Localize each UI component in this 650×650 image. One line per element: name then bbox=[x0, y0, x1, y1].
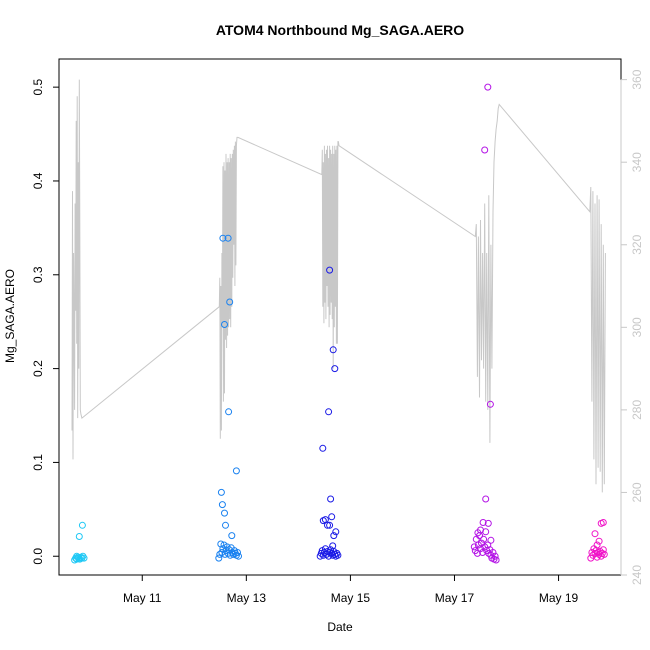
right-axis-trace-layer bbox=[71, 79, 606, 493]
data-point bbox=[221, 550, 229, 558]
data-point bbox=[487, 536, 495, 544]
data-point bbox=[600, 550, 608, 558]
data-point bbox=[484, 83, 492, 91]
y-tick-label: 0.1 bbox=[31, 454, 45, 471]
data-point bbox=[330, 532, 338, 540]
data-point bbox=[326, 521, 334, 529]
x-tick-label: May 15 bbox=[331, 591, 371, 605]
data-point bbox=[78, 521, 86, 529]
data-point bbox=[492, 556, 500, 564]
x-axis-label: Date bbox=[327, 620, 353, 634]
data-point bbox=[482, 495, 490, 503]
data-point bbox=[491, 552, 499, 560]
data-point bbox=[221, 509, 228, 517]
data-point bbox=[331, 365, 339, 373]
data-point bbox=[472, 535, 480, 543]
data-point bbox=[234, 549, 241, 556]
data-point bbox=[481, 146, 489, 154]
data-point bbox=[217, 488, 225, 496]
y-tick-label: 0.4 bbox=[31, 172, 45, 189]
data-point bbox=[477, 526, 484, 534]
data-point bbox=[222, 521, 229, 529]
right-y-tick-label: 300 bbox=[630, 317, 644, 337]
data-point bbox=[321, 516, 329, 524]
data-point bbox=[470, 543, 478, 551]
data-point bbox=[326, 266, 334, 274]
data-point bbox=[232, 467, 240, 475]
x-tick-label: May 13 bbox=[227, 591, 267, 605]
chart-title: ATOM4 Northbound Mg_SAGA.AERO bbox=[216, 22, 464, 38]
data-point bbox=[218, 501, 226, 509]
y-axis-label: Mg_SAGA.AERO bbox=[3, 269, 17, 363]
x-tick-label: May 19 bbox=[539, 591, 579, 605]
data-point bbox=[328, 513, 336, 521]
data-point bbox=[324, 521, 331, 529]
x-axis: May 11 May 13 May 15 May 17 May 19 bbox=[123, 574, 579, 605]
data-point bbox=[224, 234, 232, 242]
data-point bbox=[325, 408, 333, 416]
data-point bbox=[329, 346, 337, 354]
y-tick-label: 0.2 bbox=[31, 360, 45, 377]
data-point bbox=[595, 537, 603, 545]
data-point bbox=[215, 554, 223, 562]
data-point bbox=[216, 550, 224, 558]
data-point bbox=[479, 519, 487, 526]
data-point bbox=[224, 549, 232, 557]
right-y-tick-label: 320 bbox=[630, 234, 644, 254]
data-point bbox=[221, 321, 228, 328]
y-tick-label: 0.0 bbox=[31, 548, 45, 565]
right-y-tick-label: 260 bbox=[630, 482, 644, 502]
data-point bbox=[473, 549, 481, 557]
data-point bbox=[320, 549, 328, 556]
data-point bbox=[486, 400, 494, 408]
trace-line bbox=[71, 79, 606, 493]
data-point bbox=[225, 408, 233, 416]
data-point bbox=[489, 549, 497, 556]
data-point bbox=[80, 554, 88, 562]
right-y-tick-label: 340 bbox=[630, 152, 644, 172]
data-point bbox=[593, 541, 601, 549]
data-point bbox=[599, 546, 607, 554]
data-point bbox=[591, 530, 599, 538]
data-point bbox=[228, 532, 236, 540]
data-point bbox=[329, 542, 337, 550]
data-point bbox=[235, 552, 242, 560]
x-tick-label: May 17 bbox=[435, 591, 475, 605]
data-point bbox=[480, 535, 488, 543]
data-point bbox=[334, 551, 342, 559]
x-tick-label: May 11 bbox=[123, 591, 162, 605]
data-point bbox=[484, 519, 492, 527]
data-point bbox=[332, 528, 340, 536]
right-y-tick-label: 280 bbox=[630, 400, 644, 420]
data-point bbox=[327, 495, 335, 503]
right-y-tick-label: 360 bbox=[630, 69, 644, 89]
data-point bbox=[599, 519, 607, 526]
y-tick-label: 0.5 bbox=[31, 78, 45, 95]
data-point bbox=[319, 444, 327, 452]
data-point bbox=[73, 552, 81, 560]
data-point bbox=[485, 549, 493, 557]
data-point bbox=[226, 298, 234, 306]
right-y-axis: 240 260 280 300 320 340 360 bbox=[620, 69, 644, 585]
data-point bbox=[75, 533, 83, 540]
y-axis: 0.0 0.1 0.2 0.3 0.4 0.5 bbox=[31, 78, 60, 565]
data-point bbox=[219, 234, 227, 242]
right-y-tick-label: 240 bbox=[630, 565, 644, 585]
y-tick-label: 0.3 bbox=[31, 266, 45, 283]
scatter-points-layer bbox=[71, 83, 608, 564]
plot-frame bbox=[58, 58, 622, 576]
